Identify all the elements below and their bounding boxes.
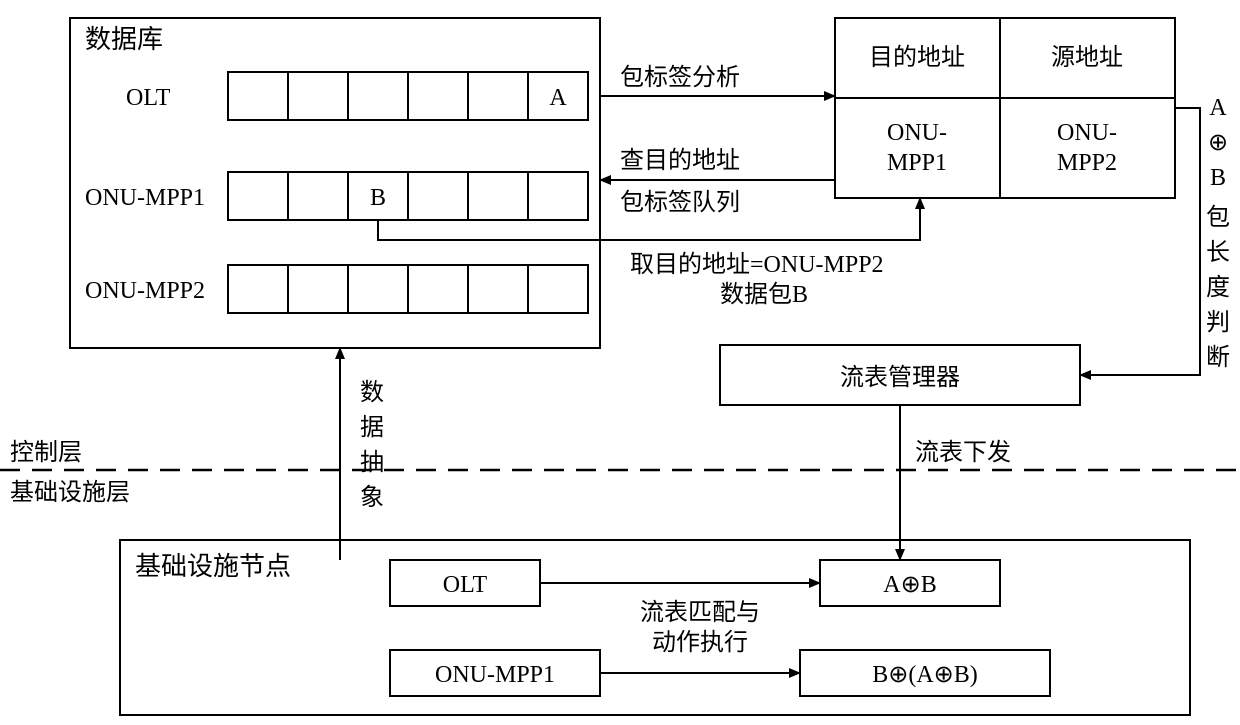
db-row2-label: ONU-MPP2 [85, 278, 205, 304]
svg-text:判: 判 [1206, 309, 1230, 336]
svg-text:包: 包 [1206, 204, 1230, 231]
control-layer-label: 控制层 [10, 439, 82, 466]
label-data-abstract: 数 据 抽 象 [360, 379, 384, 511]
addr-dst-header: 目的地址 [869, 44, 965, 71]
svg-text:抽: 抽 [360, 449, 384, 476]
label-flow-issue: 流表下发 [915, 439, 1011, 466]
label-match-exec-2: 动作执行 [652, 629, 748, 656]
label-xor-judge: A ⊕ B 包 长 度 判 断 [1206, 95, 1230, 371]
label-match-exec-1: 流表匹配与 [640, 599, 760, 626]
db-row2-cells [228, 265, 588, 313]
svg-text:⊕: ⊕ [1208, 130, 1228, 156]
svg-text:数: 数 [360, 379, 384, 406]
db-row0-mark: A [549, 85, 567, 111]
label-analyze: 包标签分析 [620, 64, 740, 91]
addr-dst-val-l2: MPP1 [887, 150, 947, 176]
db-row0-label: OLT [126, 85, 171, 111]
svg-text:象: 象 [360, 484, 384, 511]
svg-text:B: B [1210, 165, 1226, 191]
db-row1-label: ONU-MPP1 [85, 185, 205, 211]
arrow-xor-judge [1080, 108, 1200, 375]
svg-text:A: A [1209, 95, 1227, 121]
addr-src-val-l1: ONU- [1057, 120, 1117, 146]
db-row1-mark: B [370, 185, 386, 211]
label-fetch-1: 取目的地址=ONU-MPP2 [630, 251, 884, 278]
infra-r1-left: OLT [443, 572, 488, 598]
svg-text:度: 度 [1206, 274, 1230, 301]
label-lookup-2: 包标签队列 [620, 189, 740, 216]
addr-src-val-l2: MPP2 [1057, 150, 1117, 176]
db-row0-cells [228, 72, 588, 120]
database-title: 数据库 [85, 25, 163, 54]
addr-dst-val-l1: ONU- [887, 120, 947, 146]
flow-mgr-label: 流表管理器 [840, 364, 960, 391]
infra-r2-right: B⊕(A⊕B) [872, 662, 978, 688]
svg-text:长: 长 [1206, 239, 1230, 266]
db-row1-cells [228, 172, 588, 220]
b-connector [378, 220, 420, 240]
infra-layer-label: 基础设施层 [10, 479, 130, 506]
label-lookup-1: 查目的地址 [620, 147, 740, 174]
svg-text:断: 断 [1206, 344, 1230, 371]
infra-node-title: 基础设施节点 [135, 552, 291, 581]
addr-src-header: 源地址 [1051, 44, 1123, 71]
infra-r1-right: A⊕B [883, 572, 936, 598]
addr-table: 目的地址 源地址 ONU- MPP1 ONU- MPP2 [835, 18, 1175, 198]
label-fetch-2: 数据包B [720, 281, 808, 308]
infra-r2-left: ONU-MPP1 [435, 662, 555, 688]
svg-text:据: 据 [360, 414, 384, 441]
